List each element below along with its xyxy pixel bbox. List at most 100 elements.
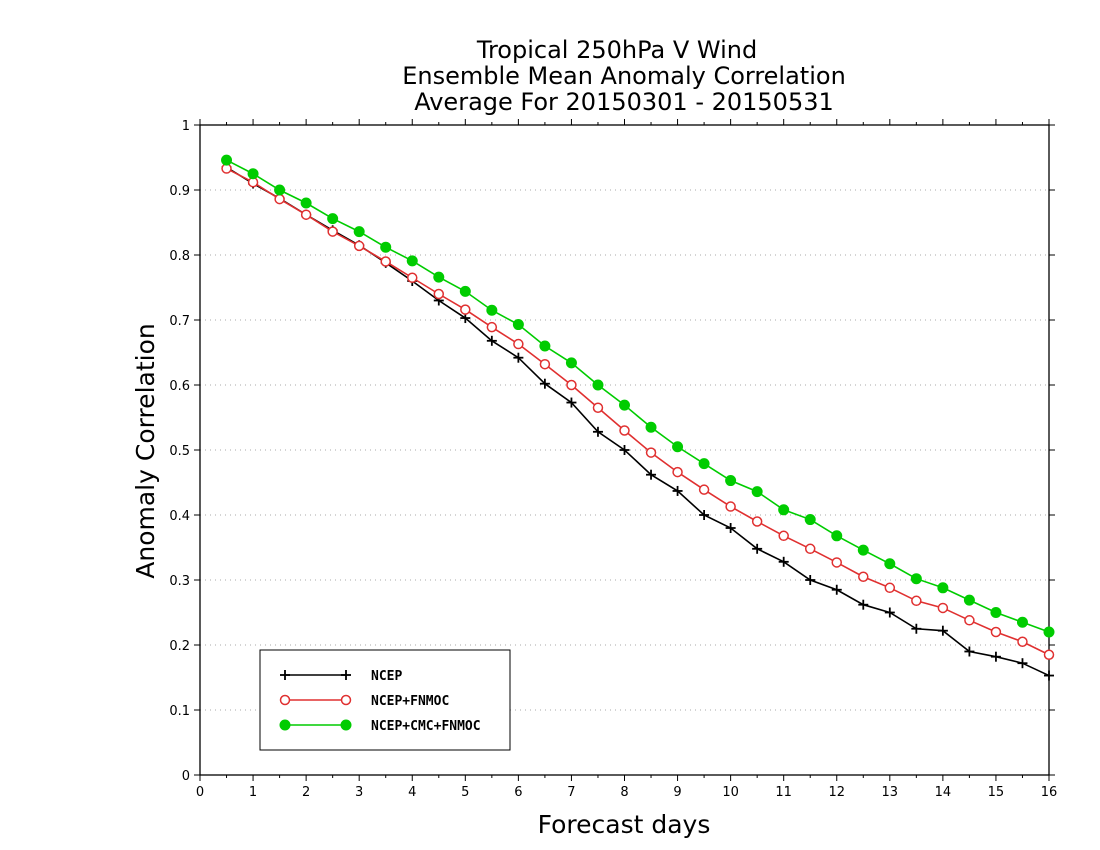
series-2	[221, 154, 1055, 638]
title-line-2: Ensemble Mean Anomaly Correlation	[402, 62, 846, 90]
legend-marker-right-1	[340, 694, 352, 706]
series-1-point-8	[433, 288, 445, 300]
series-1-point-6	[380, 256, 391, 267]
legend-marker-right-0	[341, 670, 351, 680]
series-2-point-2	[274, 184, 286, 196]
series-1	[221, 163, 1055, 660]
series-0-point-26	[911, 623, 922, 634]
series-2-point-12	[539, 340, 551, 352]
series-0-point-24	[858, 599, 869, 610]
series-1-point-9	[460, 304, 471, 315]
x-tick-label-1: 1	[249, 785, 257, 800]
legend-entry-1: NCEP+FNMOC	[279, 694, 449, 709]
series-1-point-21	[778, 530, 789, 542]
series-0	[221, 162, 1054, 681]
y-tick-label-9: 0.9	[169, 184, 190, 199]
series-line-2	[226, 159, 1050, 633]
title-line-1: Tropical 250hPa V Wind	[476, 36, 757, 64]
series-1-point-19	[725, 501, 736, 512]
legend-marker-left-2	[279, 719, 291, 731]
series-2-point-24	[857, 544, 869, 556]
series-0-point-27	[937, 625, 948, 636]
x-axis: 0 1 2 3 4 5 6 7 8 9 10 11 12 13 14 15 16	[196, 119, 1057, 800]
series-2-point-27	[937, 582, 949, 594]
series-2-point-20	[751, 486, 763, 498]
series-2-point-22	[804, 514, 816, 526]
series-0-point-20	[752, 543, 763, 554]
legend-entry-2: NCEP+CMC+FNMOC	[279, 719, 481, 734]
x-tick-label-14: 14	[935, 785, 952, 800]
series-2-point-5	[353, 226, 365, 238]
x-tick-label-3: 3	[355, 785, 363, 800]
series-2-point-15	[619, 399, 630, 411]
y-tick-label-7: 0.7	[169, 314, 190, 329]
series-2-point-8	[433, 271, 445, 283]
y-tick-label-8: 0.8	[169, 249, 190, 264]
series-1-point-24	[858, 571, 869, 582]
series-0-point-21	[778, 556, 789, 567]
series-0-point-30	[1017, 658, 1028, 669]
legend-label-2: NCEP+CMC+FNMOC	[371, 719, 481, 734]
series-0-point-22	[805, 575, 816, 585]
series-1-point-18	[698, 484, 710, 495]
series-1-point-13	[566, 379, 577, 391]
series-2-point-10	[486, 304, 498, 316]
series-2-point-16	[645, 421, 657, 433]
series-0-point-29	[990, 651, 1001, 662]
series-1-point-7	[407, 272, 418, 283]
series-1-point-27	[937, 602, 949, 614]
legend-marker-right-2	[340, 719, 352, 731]
series-0-point-17	[672, 485, 683, 496]
series-1-point-10	[486, 321, 498, 333]
series-line-0	[226, 166, 1050, 677]
x-tick-label-12: 12	[828, 785, 845, 800]
legend-label-1: NCEP+FNMOC	[371, 694, 449, 709]
x-tick-label-0: 0	[196, 785, 204, 800]
legend-entry-0: NCEP	[280, 669, 402, 684]
series-2-point-13	[565, 357, 577, 369]
x-tick-label-11: 11	[775, 785, 792, 800]
series-2-point-11	[512, 319, 524, 331]
series-0-point-11	[513, 352, 524, 363]
series-2-point-26	[910, 573, 922, 585]
series-1-point-16	[645, 447, 657, 458]
x-tick-label-10: 10	[722, 785, 739, 800]
y-axis: 0 0.1 0.2 0.3 0.4 0.5 0.6 0.7 0.8 0.9 1	[169, 119, 1055, 784]
series-1-point-4	[327, 226, 338, 237]
series-1-point-14	[592, 402, 604, 413]
series-2-point-1	[247, 168, 259, 180]
series-0-point-12	[539, 378, 550, 389]
series-0-point-16	[646, 469, 657, 480]
series-0-point-25	[884, 607, 895, 618]
series-1-point-5	[353, 240, 365, 252]
series-1-point-30	[1017, 636, 1028, 647]
series-1-point-25	[884, 582, 896, 594]
series-1-point-20	[751, 516, 763, 527]
series-1-point-28	[964, 615, 975, 626]
series-1-point-23	[831, 557, 842, 568]
series-1-point-15	[619, 425, 630, 436]
series-1-point-22	[804, 543, 816, 555]
legend: NCEP NCEP+FNMOC NCEP+CMC+FNMOC	[259, 649, 511, 751]
y-tick-label-4: 0.4	[169, 509, 190, 524]
series-1-point-3	[300, 209, 312, 220]
series-2-point-9	[459, 285, 471, 297]
series-1-point-31	[1043, 649, 1055, 660]
x-tick-label-16: 16	[1041, 785, 1058, 800]
series-2-point-4	[327, 213, 339, 225]
x-tick-label-8: 8	[620, 785, 628, 800]
series-0-point-14	[592, 426, 603, 437]
y-tick-label-6: 0.6	[169, 379, 190, 394]
y-tick-label-3: 0.3	[169, 574, 190, 589]
series-0-point-19	[725, 523, 736, 533]
series-2-point-7	[406, 255, 418, 267]
series-1-point-2	[274, 193, 285, 205]
series-0-point-13	[566, 397, 577, 408]
series-2-point-30	[1016, 616, 1028, 628]
series-0-point-15	[619, 445, 630, 455]
x-tick-label-5: 5	[461, 785, 469, 800]
series-2-point-25	[884, 558, 896, 570]
y-tick-label-2: 0.2	[169, 639, 190, 654]
series-1-point-26	[911, 595, 922, 607]
y-tick-label-5: 0.5	[169, 444, 190, 459]
